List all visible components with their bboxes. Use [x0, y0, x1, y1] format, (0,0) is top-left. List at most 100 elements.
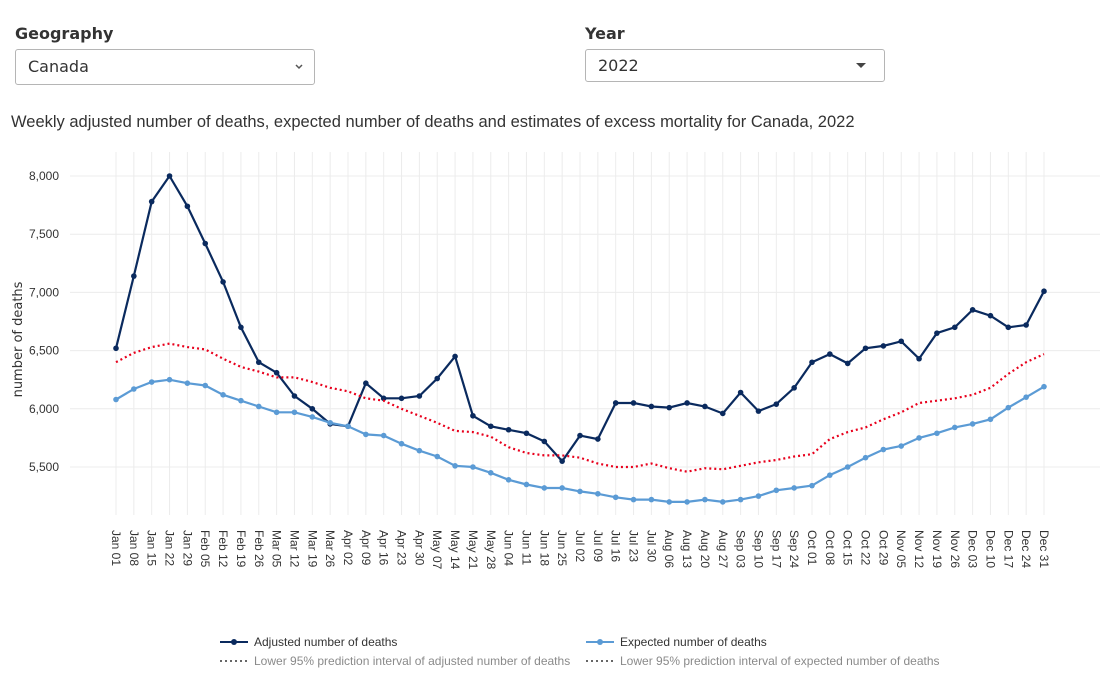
series-0-point[interactable]: [737, 389, 744, 396]
series-0-point[interactable]: [862, 345, 869, 352]
series-0-point[interactable]: [969, 307, 976, 313]
series-1-point[interactable]: [113, 396, 119, 403]
series-1-point[interactable]: [541, 485, 548, 491]
series-1-point[interactable]: [416, 447, 423, 454]
series-1-point[interactable]: [327, 419, 333, 426]
series-0-point[interactable]: [791, 385, 797, 391]
series-0-point[interactable]: [1041, 288, 1047, 295]
series-0-point[interactable]: [648, 403, 655, 410]
series-0-point[interactable]: [702, 403, 708, 410]
series-0-point[interactable]: [113, 345, 119, 352]
series-0-point[interactable]: [148, 198, 155, 205]
series-0-point[interactable]: [809, 359, 815, 366]
geography-select[interactable]: Canada: [15, 49, 315, 85]
series-0-point[interactable]: [577, 432, 583, 439]
series-1-point[interactable]: [398, 440, 405, 447]
series-0-point[interactable]: [416, 393, 423, 399]
series-0-point[interactable]: [898, 338, 905, 345]
series-0-point[interactable]: [255, 359, 262, 366]
series-1-point[interactable]: [969, 421, 976, 427]
series-1-point[interactable]: [238, 397, 244, 404]
series-0-point[interactable]: [666, 404, 673, 411]
series-1-point[interactable]: [1005, 404, 1012, 411]
series-0-point[interactable]: [434, 375, 441, 382]
series-1-point[interactable]: [309, 414, 316, 420]
series-0-point[interactable]: [844, 360, 851, 367]
series-1-point[interactable]: [934, 430, 940, 437]
series-1-point[interactable]: [523, 481, 530, 488]
series-0-point[interactable]: [773, 401, 780, 407]
series-1-point[interactable]: [363, 431, 369, 438]
series-1-point[interactable]: [648, 496, 655, 503]
series-0-point[interactable]: [595, 436, 601, 442]
series-0-point[interactable]: [987, 312, 994, 319]
series-1-point[interactable]: [844, 464, 851, 470]
series-0-point[interactable]: [452, 353, 458, 360]
series-1-point[interactable]: [862, 454, 869, 461]
series-1-point[interactable]: [1041, 383, 1047, 390]
series-0-point[interactable]: [238, 324, 244, 331]
series-1-point[interactable]: [612, 494, 619, 501]
series-0-point[interactable]: [916, 355, 922, 362]
series-0-point[interactable]: [1005, 324, 1012, 331]
series-1-point[interactable]: [255, 403, 262, 410]
series-1-point[interactable]: [987, 416, 994, 423]
series-0-point[interactable]: [184, 203, 191, 210]
series-1-point[interactable]: [827, 472, 833, 478]
series-0-point[interactable]: [684, 400, 690, 406]
series-1-point[interactable]: [380, 432, 387, 439]
series-0-point[interactable]: [291, 393, 298, 399]
legend-item[interactable]: Expected number of deaths: [586, 635, 767, 649]
series-0-point[interactable]: [827, 351, 833, 357]
series-0-point[interactable]: [380, 395, 387, 402]
series-0-point[interactable]: [1023, 322, 1029, 328]
series-0-point[interactable]: [487, 423, 494, 430]
series-1-point[interactable]: [755, 493, 762, 499]
series-1-point[interactable]: [220, 392, 226, 398]
legend-item[interactable]: Adjusted number of deaths: [220, 635, 397, 649]
legend-item[interactable]: Lower 95% prediction interval of expecte…: [586, 654, 940, 668]
series-1-point[interactable]: [916, 435, 922, 441]
series-0-point[interactable]: [755, 408, 762, 414]
series-1-point[interactable]: [345, 423, 351, 430]
series-1-point[interactable]: [880, 446, 887, 453]
series-1-point[interactable]: [809, 482, 815, 489]
series-1-point[interactable]: [559, 485, 565, 491]
series-1-point[interactable]: [951, 424, 958, 431]
series-0-point[interactable]: [523, 430, 530, 437]
series-0-point[interactable]: [951, 324, 958, 331]
series-1-point[interactable]: [666, 499, 673, 505]
series-0-point[interactable]: [398, 395, 405, 402]
series-0-point[interactable]: [202, 240, 209, 247]
series-0-point[interactable]: [612, 400, 619, 406]
legend-item[interactable]: Lower 95% prediction interval of adjuste…: [220, 654, 570, 668]
series-1-point[interactable]: [452, 463, 458, 469]
series-0-point[interactable]: [273, 369, 280, 376]
series-0-point[interactable]: [719, 410, 726, 417]
series-0-point[interactable]: [166, 173, 173, 179]
series-0-point[interactable]: [309, 406, 316, 412]
series-0-point[interactable]: [934, 330, 940, 336]
series-1-point[interactable]: [434, 453, 441, 460]
series-1-point[interactable]: [773, 487, 780, 494]
series-0-point[interactable]: [363, 380, 369, 386]
series-1-point[interactable]: [273, 409, 280, 416]
series-1-point[interactable]: [148, 379, 155, 385]
series-1-point[interactable]: [202, 382, 209, 389]
series-1-point[interactable]: [898, 443, 905, 449]
series-1-point[interactable]: [577, 488, 583, 495]
series-1-point[interactable]: [630, 496, 637, 503]
series-0-point[interactable]: [880, 343, 887, 349]
series-1-point[interactable]: [791, 485, 797, 491]
series-0-point[interactable]: [220, 279, 226, 285]
series-1-point[interactable]: [595, 490, 601, 497]
series-1-point[interactable]: [737, 496, 744, 503]
series-1-point[interactable]: [684, 499, 690, 505]
series-1-point[interactable]: [1023, 394, 1029, 400]
series-1-point[interactable]: [719, 499, 726, 505]
series-0-point[interactable]: [470, 412, 476, 419]
series-1-point[interactable]: [166, 376, 173, 383]
series-1-point[interactable]: [184, 380, 191, 386]
series-1-point[interactable]: [470, 464, 476, 470]
series-0-point[interactable]: [131, 273, 137, 279]
